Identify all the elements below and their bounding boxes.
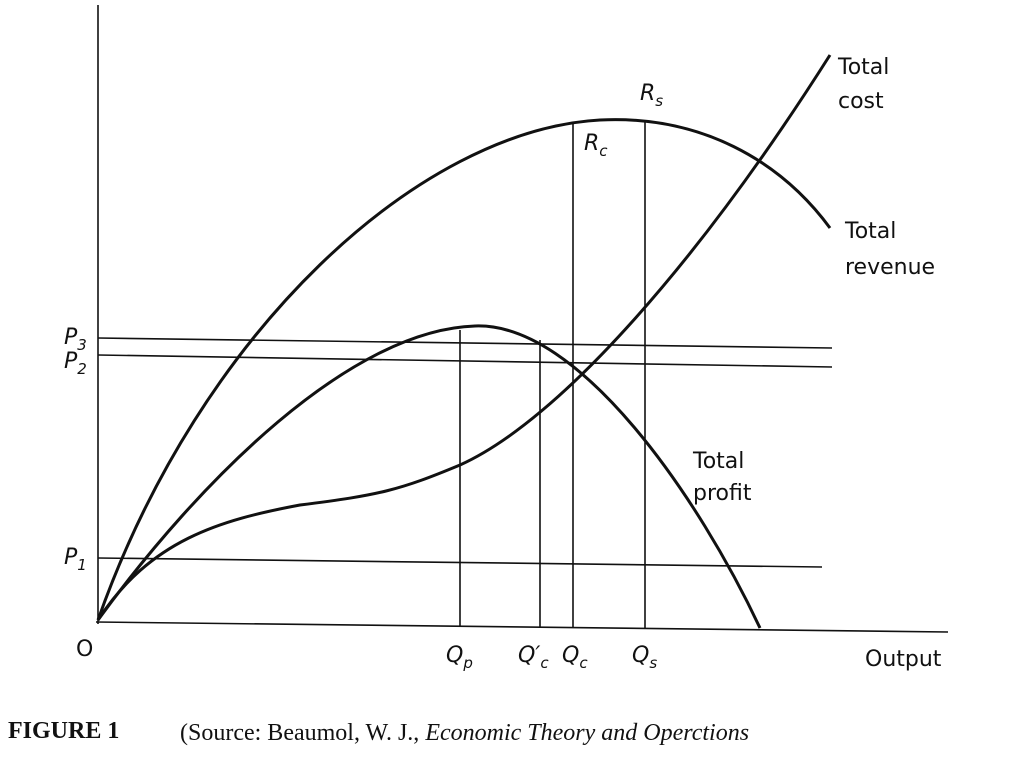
label-part: p bbox=[462, 654, 473, 672]
label-part: P bbox=[64, 325, 78, 350]
label: Q′c bbox=[518, 643, 549, 672]
label-part: 1 bbox=[77, 556, 87, 574]
label-part: 2 bbox=[77, 360, 87, 378]
label-part: c bbox=[540, 654, 549, 672]
label: Qp bbox=[446, 643, 473, 672]
cost-curve bbox=[96, 54, 832, 621]
label-part: s bbox=[649, 654, 657, 672]
label-part: Q bbox=[446, 643, 463, 668]
revenue-curve bbox=[96, 118, 832, 621]
profit-curve bbox=[96, 324, 762, 629]
p2-line bbox=[97, 354, 833, 368]
label-part: R bbox=[640, 81, 655, 106]
label: Total bbox=[692, 449, 744, 474]
label-part: P bbox=[64, 545, 78, 570]
label: Output bbox=[865, 647, 942, 672]
label: cost bbox=[838, 89, 884, 114]
label: P2 bbox=[64, 349, 87, 378]
label-part: ′ bbox=[535, 643, 540, 668]
label: Total bbox=[837, 55, 889, 80]
label-part: s bbox=[655, 92, 663, 110]
label-part: c bbox=[579, 654, 588, 672]
label: revenue bbox=[845, 255, 935, 280]
label-part: Economic Theory and Operctions bbox=[424, 720, 749, 746]
label: Rc bbox=[584, 131, 608, 160]
label: Rs bbox=[640, 81, 663, 110]
label: Qc bbox=[562, 643, 588, 672]
label: Qs bbox=[632, 643, 657, 672]
label-part: R bbox=[584, 131, 599, 156]
label-part: Q bbox=[518, 643, 535, 668]
label-part: Q bbox=[562, 643, 579, 668]
label-part: c bbox=[599, 142, 608, 160]
p3-line bbox=[97, 337, 833, 349]
label-part: 3 bbox=[77, 336, 87, 354]
x-axis bbox=[95, 621, 949, 633]
label-part: Q bbox=[632, 643, 649, 668]
label: P1 bbox=[64, 545, 87, 574]
label: profit bbox=[693, 481, 752, 506]
caption-text: (Source: Beaumol, W. J., Economic Theory… bbox=[180, 720, 749, 746]
label: O bbox=[76, 637, 93, 662]
label: P3 bbox=[64, 325, 87, 354]
label-part: (Source: Beaumol, W. J., bbox=[180, 720, 425, 746]
label: Total bbox=[844, 219, 896, 244]
label-part: P bbox=[64, 349, 78, 374]
caption-label: FIGURE 1 bbox=[8, 718, 119, 744]
